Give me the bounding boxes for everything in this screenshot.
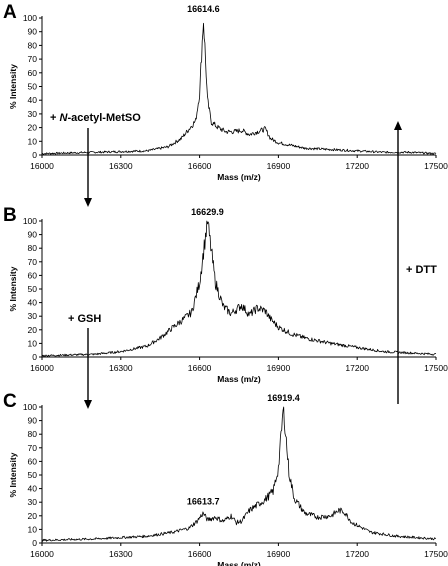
y-tick-label: 100 xyxy=(23,402,37,412)
y-tick-label: 70 xyxy=(28,54,38,64)
peak-label: 16629.9 xyxy=(191,207,224,217)
y-tick-label: 90 xyxy=(28,230,38,240)
y-tick-label: 20 xyxy=(28,511,38,521)
x-tick-label: 17200 xyxy=(345,161,369,171)
x-tick-label: 17200 xyxy=(345,363,369,373)
y-tick-label: 10 xyxy=(28,136,38,146)
x-tick-label: 16900 xyxy=(267,549,291,559)
y-tick-label: 70 xyxy=(28,443,38,453)
y-tick-label: 60 xyxy=(28,456,38,466)
y-tick-label: 0 xyxy=(32,538,37,548)
y-tick-label: 10 xyxy=(28,338,38,348)
x-tick-label: 16000 xyxy=(30,161,54,171)
peak-label: 16919.4 xyxy=(267,393,300,403)
x-axis-label: Mass (m/z) xyxy=(217,374,261,384)
y-tick-label: 20 xyxy=(28,325,38,335)
x-tick-label: 16900 xyxy=(267,161,291,171)
x-tick-label: 17200 xyxy=(345,549,369,559)
y-tick-label: 0 xyxy=(32,150,37,160)
spectrum-line xyxy=(41,22,437,155)
y-tick-label: 40 xyxy=(28,484,38,494)
y-tick-label: 30 xyxy=(28,497,38,507)
y-tick-label: 20 xyxy=(28,123,38,133)
y-tick-label: 60 xyxy=(28,270,38,280)
x-tick-label: 16300 xyxy=(109,363,133,373)
y-tick-label: 90 xyxy=(28,416,38,426)
panel-letter: A xyxy=(3,2,17,23)
y-tick-label: 10 xyxy=(28,524,38,534)
arrow-a-to-b-suffix: -acetyl-MetSO xyxy=(67,112,141,124)
x-tick-label: 16600 xyxy=(188,549,212,559)
arrow-a-to-b-italic: N xyxy=(59,112,68,124)
spectrum-line xyxy=(41,406,437,542)
y-tick-label: 80 xyxy=(28,40,38,50)
y-axis-label: % Intensity xyxy=(8,64,18,109)
arrow-c-to-a xyxy=(394,121,402,404)
arrow-c-to-a-label: + DTT xyxy=(406,264,437,276)
y-tick-label: 100 xyxy=(23,13,37,23)
x-tick-label: 16600 xyxy=(188,161,212,171)
y-tick-label: 80 xyxy=(28,429,38,439)
x-tick-label: 16300 xyxy=(109,161,133,171)
y-axis-label: % Intensity xyxy=(8,266,18,311)
x-tick-label: 17500 xyxy=(424,549,448,559)
y-tick-label: 50 xyxy=(28,82,38,92)
y-tick-label: 50 xyxy=(28,284,38,294)
y-tick-label: 100 xyxy=(23,216,37,226)
x-tick-label: 16900 xyxy=(267,363,291,373)
arrow-b-to-c xyxy=(84,328,92,409)
x-axis-label: Mass (m/z) xyxy=(217,560,261,566)
y-tick-label: 0 xyxy=(32,352,37,362)
y-tick-label: 80 xyxy=(28,243,38,253)
x-tick-label: 16300 xyxy=(109,549,133,559)
arrow-a-to-b xyxy=(84,128,92,207)
y-tick-label: 30 xyxy=(28,109,38,119)
arrow-b-to-c-label: + GSH xyxy=(68,313,101,325)
peak-label: 16613.7 xyxy=(187,496,220,506)
x-tick-label: 17500 xyxy=(424,363,448,373)
x-tick-label: 16000 xyxy=(30,363,54,373)
y-axis-label: % Intensity xyxy=(8,452,18,497)
panel-letter: B xyxy=(3,205,17,226)
y-tick-label: 90 xyxy=(28,27,38,37)
peak-label: 16614.6 xyxy=(187,4,220,14)
y-tick-label: 70 xyxy=(28,257,38,267)
y-tick-label: 50 xyxy=(28,470,38,480)
x-tick-label: 16000 xyxy=(30,549,54,559)
y-tick-label: 40 xyxy=(28,95,38,105)
panel-letter: C xyxy=(3,391,17,412)
x-tick-label: 16600 xyxy=(188,363,212,373)
panel-b: B 0 10 20 30 40 50 60 70 80 90 100 16000 16300 16600 16… xyxy=(3,205,448,384)
panel-a: A 0 10 20 30 40 50 60 70 80 90 100 16000 16300 16600 16… xyxy=(3,2,448,182)
y-tick-label: 60 xyxy=(28,68,38,78)
arrow-a-to-b-label: + N-acetyl-MetSO xyxy=(50,112,141,124)
x-axis-label: Mass (m/z) xyxy=(217,172,261,182)
arrow-a-to-b-prefix: + xyxy=(50,112,59,124)
panel-c: C 0 10 20 30 40 50 60 70 80 90 100 16000 16300 16600 16… xyxy=(3,391,448,566)
y-tick-label: 40 xyxy=(28,298,38,308)
x-tick-label: 17500 xyxy=(424,161,448,171)
y-tick-label: 30 xyxy=(28,311,38,321)
spectrum-line xyxy=(41,220,437,357)
